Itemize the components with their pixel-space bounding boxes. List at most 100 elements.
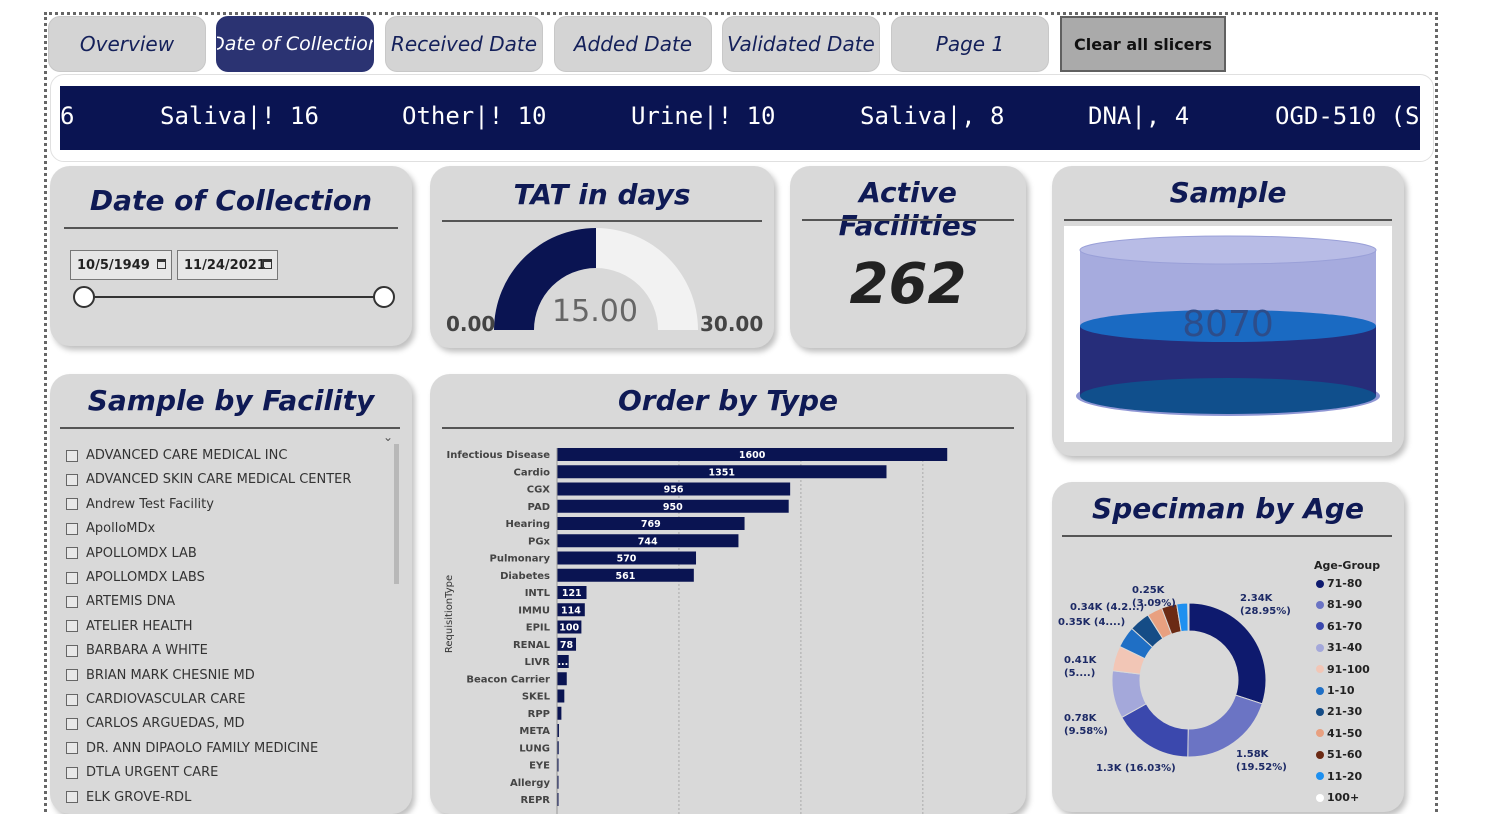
donut-slice[interactable] [1188, 602, 1267, 705]
facility-option[interactable]: ATELIER HEALTH [66, 619, 193, 634]
tank-liquid [1080, 326, 1376, 396]
bar[interactable] [557, 603, 585, 617]
tab-validated-date[interactable]: Validated Date [722, 16, 880, 72]
facility-scrollbar[interactable] [394, 444, 399, 584]
bar[interactable] [557, 448, 948, 461]
facility-option[interactable]: APOLLOMDX LABS [66, 570, 205, 585]
tab-overview[interactable]: Overview [48, 16, 206, 72]
tab-received-date[interactable]: Received Date [385, 16, 543, 72]
checkbox[interactable] [66, 693, 78, 706]
facility-option[interactable]: DTLA URGENT CARE [66, 765, 218, 780]
bar[interactable] [557, 465, 887, 479]
checkbox[interactable] [66, 473, 78, 486]
legend-label: 100+ [1327, 791, 1360, 804]
legend-item[interactable]: 51-60 [1316, 748, 1362, 761]
checkbox[interactable] [66, 717, 78, 730]
facility-option[interactable]: CARDIOVASCULAR CARE [66, 692, 245, 707]
clear-slicers-button[interactable]: Clear all slicers [1060, 16, 1226, 72]
legend-item[interactable]: 21-30 [1316, 705, 1362, 718]
facility-option[interactable]: ADVANCED CARE MEDICAL INC [66, 448, 287, 463]
title-rule [64, 227, 398, 229]
legend-item[interactable]: 100+ [1316, 791, 1359, 804]
label-line: 1.3K (16.03%) [1096, 763, 1176, 774]
range-start-handle[interactable] [73, 286, 95, 308]
legend-item[interactable]: 61-70 [1316, 620, 1362, 633]
facility-option[interactable]: BARBARA A WHITE [66, 643, 208, 658]
tank-liquid-surface [1080, 310, 1376, 342]
facility-option[interactable]: APOLLOMDX LAB [66, 546, 197, 561]
legend-item[interactable]: 81-90 [1316, 598, 1362, 611]
bar[interactable] [557, 482, 791, 496]
checkbox[interactable] [66, 449, 78, 462]
bar[interactable] [557, 689, 565, 703]
chevron-down-icon[interactable]: ⌄ [383, 430, 394, 444]
legend-label: 31-40 [1327, 641, 1363, 655]
ticker-container [50, 74, 1434, 162]
bar[interactable] [557, 706, 562, 720]
calendar-icon[interactable] [157, 259, 166, 269]
tab-date-of-collection[interactable]: Date of Collection [216, 16, 374, 72]
bar[interactable] [557, 758, 559, 772]
legend-item[interactable]: 71-80 [1316, 577, 1362, 590]
bar[interactable] [557, 499, 789, 513]
checkbox[interactable] [66, 742, 78, 755]
range-end-handle[interactable] [373, 286, 395, 308]
bar[interactable] [557, 724, 559, 737]
bar[interactable] [557, 637, 577, 651]
facility-option[interactable]: CARLOS ARGUEDAS, MD [66, 716, 245, 731]
checkbox[interactable] [66, 620, 78, 633]
bar[interactable] [557, 568, 694, 582]
bar[interactable] [557, 793, 559, 806]
facility-option[interactable]: DR. ANN DIPAOLO FAMILY MEDICINE [66, 741, 318, 756]
facility-option[interactable]: ADVANCED SKIN CARE MEDICAL CENTER [66, 472, 351, 487]
checkbox[interactable] [66, 522, 78, 535]
checkbox[interactable] [66, 571, 78, 584]
facility-option[interactable]: ApolloMDx [66, 521, 155, 536]
title-rule [1064, 219, 1392, 221]
active-facilities-card: Active Facilities 262 [790, 166, 1026, 348]
legend-item[interactable]: 31-40 [1316, 641, 1362, 654]
end-date-input[interactable]: 11/24/2021 [177, 250, 278, 280]
category-label: CGX [527, 485, 551, 496]
checkbox[interactable] [66, 547, 78, 560]
bar[interactable] [557, 741, 559, 755]
facility-label: ADVANCED CARE MEDICAL INC [86, 448, 288, 463]
gauge-max-label: 30.00 [700, 312, 764, 336]
bar[interactable] [557, 534, 739, 548]
legend-item[interactable]: 91-100 [1316, 663, 1370, 676]
tab-page-1[interactable]: Page 1 [891, 16, 1049, 72]
checkbox[interactable] [66, 766, 78, 779]
bar[interactable] [557, 620, 582, 634]
bar[interactable] [557, 517, 745, 530]
start-date-input[interactable]: 10/5/1949 [70, 250, 172, 280]
legend-swatch [1316, 579, 1324, 588]
bar[interactable] [557, 551, 697, 565]
facility-label: CARLOS ARGUEDAS, MD [86, 716, 245, 732]
tab-added-date[interactable]: Added Date [554, 16, 712, 72]
order-bar-chart: RequisitionType Infectious Disease 1600 Car… [444, 448, 948, 814]
bar[interactable] [557, 655, 569, 668]
bar[interactable] [557, 672, 567, 686]
bar[interactable] [557, 586, 587, 599]
legend-item[interactable]: 1-10 [1316, 684, 1355, 697]
donut-slice[interactable] [1187, 602, 1190, 632]
facility-option[interactable]: ARTEMIS DNA [66, 594, 175, 609]
checkbox[interactable] [66, 595, 78, 608]
bar[interactable] [557, 775, 559, 789]
legend-swatch [1316, 600, 1324, 609]
legend-item[interactable]: 11-20 [1316, 770, 1362, 783]
checkbox[interactable] [66, 644, 78, 657]
legend-swatch [1316, 622, 1324, 631]
facility-option[interactable]: Andrew Test Facility [66, 497, 214, 512]
label-line: 1.58K [1236, 749, 1269, 760]
facility-option[interactable]: BRIAN MARK CHESNIE MD [66, 668, 255, 683]
legend-item[interactable]: 41-50 [1316, 727, 1362, 740]
facility-option[interactable]: ELK GROVE-RDL [66, 790, 191, 805]
checkbox[interactable] [66, 669, 78, 682]
checkbox[interactable] [66, 498, 78, 511]
checkbox[interactable] [66, 791, 78, 804]
y-axis-label: RequisitionType [444, 575, 455, 653]
tat-value: 15.00 [552, 294, 638, 329]
calendar-icon[interactable] [263, 259, 272, 269]
slice-data-label: 1.58K (19.52%) [1236, 748, 1287, 774]
